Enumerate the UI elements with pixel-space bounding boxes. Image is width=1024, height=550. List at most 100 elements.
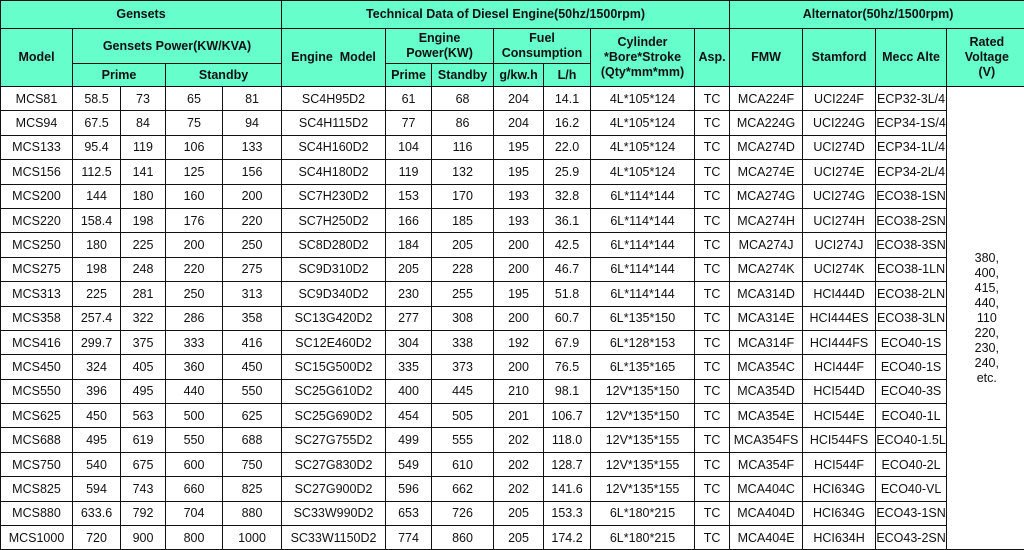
prime-kva-cell: 675 <box>120 451 166 478</box>
alternator-group-header: Alternator(50hz/1500rpm) <box>729 0 1024 29</box>
engine-prime-cell: 549 <box>385 451 433 478</box>
fuel-gkwh-cell: 200 <box>493 354 545 380</box>
engine-standby-cell: 610 <box>431 451 495 478</box>
prime-kw-cell: 58.5 <box>72 85 121 112</box>
stamford-cell: UCI274D <box>802 134 877 161</box>
mecc-alte-cell: ECO38-3SN <box>875 232 948 258</box>
fmw-cell: MCA274H <box>729 207 804 234</box>
fuel-gkwh-cell: 193 <box>493 183 545 209</box>
fmw-header: FMW <box>729 28 804 87</box>
asp-cell: TC <box>694 207 731 234</box>
cylinder-cell: 6L*114*144 <box>590 232 696 258</box>
prime-kva-cell: 743 <box>120 476 166 502</box>
fuel-lh-cell: 14.1 <box>543 85 592 112</box>
fuel-lh-cell: 174.2 <box>543 525 592 550</box>
stamford-cell: UCI224F <box>802 85 877 112</box>
prime-kva-cell: 198 <box>120 207 166 234</box>
engine-prime-cell: 277 <box>385 305 433 331</box>
engine-prime-cell: 77 <box>385 110 433 136</box>
stamford-cell: UCI274H <box>802 207 877 234</box>
fuel-lh-cell: 106.7 <box>543 403 592 429</box>
prime-kva-cell: 563 <box>120 403 166 429</box>
table-row: MCS880 633.6 792 704 880 SC33W990D2 653 726 205 1… <box>0 500 1024 527</box>
gensets-group-header: Gensets <box>0 0 283 29</box>
engine-model-header: Engine Model <box>281 28 387 87</box>
fuel-gkwh-cell: 193 <box>493 207 545 234</box>
engine-model-cell: SC8D280D2 <box>281 232 387 258</box>
prime-kw-cell: 540 <box>72 451 121 478</box>
standby-kva-cell: 550 <box>221 378 283 405</box>
mecc-alte-cell: ECO40-1S <box>875 329 948 356</box>
engine-prime-cell: 184 <box>385 232 433 258</box>
standby-kw-cell: 65 <box>165 85 223 112</box>
engine-model-cell: SC12E460D2 <box>281 329 387 356</box>
standby-kw-cell: 200 <box>165 232 223 258</box>
stamford-cell: HCI544D <box>802 378 877 405</box>
mecc-alte-cell: ECO40-3S <box>875 378 948 405</box>
prime-kw-cell: 95.4 <box>72 134 121 161</box>
mecc-alte-cell: ECO38-2SN <box>875 207 948 234</box>
prime-kw-cell: 495 <box>72 427 121 453</box>
fuel-gkwh-cell: 204 <box>493 110 545 136</box>
gensets-power-header: Gensets Power(KW/KVA) <box>71 28 283 64</box>
model-cell: MCS200 <box>0 183 73 209</box>
engine-standby-cell: 726 <box>431 500 495 527</box>
prime-kw-cell: 198 <box>72 256 121 283</box>
mecc-alte-header: Mecc Alte <box>875 28 948 87</box>
fuel-lh-cell: 46.7 <box>543 256 592 283</box>
fmw-cell: MCA224F <box>729 85 804 112</box>
model-cell: MCS750 <box>0 451 73 478</box>
mecc-alte-cell: ECO40-VL <box>875 476 948 502</box>
cylinder-cell: 12V*135*155 <box>590 427 696 453</box>
prime-kva-cell: 225 <box>120 232 166 258</box>
standby-kva-cell: 94 <box>221 110 283 136</box>
table-row: MCS750 540 675 600 750 SC27G830D2 549 610 202 128… <box>0 451 1024 478</box>
stamford-cell: HCI634H <box>802 525 877 550</box>
fuel-gkwh-cell: 201 <box>493 403 545 429</box>
engine-model-cell: SC25G610D2 <box>281 378 387 405</box>
asp-cell: TC <box>694 134 731 161</box>
fuel-gkwh-cell: 204 <box>493 85 545 112</box>
standby-kva-cell: 220 <box>221 207 283 234</box>
fuel-consumption-header: Fuel Consumption <box>493 28 592 64</box>
asp-cell: TC <box>694 329 731 356</box>
standby-kw-cell: 333 <box>165 329 223 356</box>
fuel-gkwh-cell: 200 <box>493 256 545 283</box>
fuel-lh-cell: 153.3 <box>543 500 592 527</box>
fuel-gkwh-cell: 200 <box>493 305 545 331</box>
engine-model-cell: SC4H115D2 <box>281 110 387 136</box>
cylinder-cell: 6L*114*144 <box>590 281 696 307</box>
standby-kva-cell: 133 <box>221 134 283 161</box>
prime-kw-cell: 158.4 <box>72 207 121 234</box>
cylinder-cell: 4L*105*124 <box>590 134 696 161</box>
table-row: MCS250 180 225 200 250 SC8D280D2 184 205 200 42.5… <box>0 232 1024 258</box>
engine-model-cell: SC9D310D2 <box>281 256 387 283</box>
prime-kw-cell: 225 <box>72 281 121 307</box>
asp-cell: TC <box>694 232 731 258</box>
table-row: MCS275 198 248 220 275 SC9D310D2 205 228 200 46.7… <box>0 256 1024 283</box>
standby-kva-cell: 416 <box>221 329 283 356</box>
standby-kva-cell: 450 <box>221 354 283 380</box>
engine-standby-cell: 116 <box>431 134 495 161</box>
standby-kva-cell: 358 <box>221 305 283 331</box>
prime-kva-cell: 84 <box>120 110 166 136</box>
stamford-cell: HCI444ES <box>802 305 877 331</box>
stamford-cell: HCI544F <box>802 451 877 478</box>
mecc-alte-cell: ECO38-1SN <box>875 183 948 209</box>
fuel-gkwh-cell: 195 <box>493 159 545 185</box>
fmw-cell: MCA404E <box>729 525 804 550</box>
fuel-lh-cell: 67.9 <box>543 329 592 356</box>
asp-cell: TC <box>694 427 731 453</box>
cylinder-cell: 12V*135*155 <box>590 476 696 502</box>
standby-kw-cell: 800 <box>165 525 223 550</box>
engine-standby-cell: 228 <box>431 256 495 283</box>
fmw-cell: MCA274K <box>729 256 804 283</box>
fuel-gkwh-cell: 205 <box>493 500 545 527</box>
asp-cell: TC <box>694 354 731 380</box>
mecc-alte-cell: ECO40-1.5L <box>875 427 948 453</box>
rated-voltage-header: Rated Voltage (V) <box>946 28 1024 87</box>
standby-kw-cell: 250 <box>165 281 223 307</box>
engine-model-cell: SC9D340D2 <box>281 281 387 307</box>
fuel-gkwh-cell: 210 <box>493 378 545 405</box>
engine-model-cell: SC27G830D2 <box>281 451 387 478</box>
